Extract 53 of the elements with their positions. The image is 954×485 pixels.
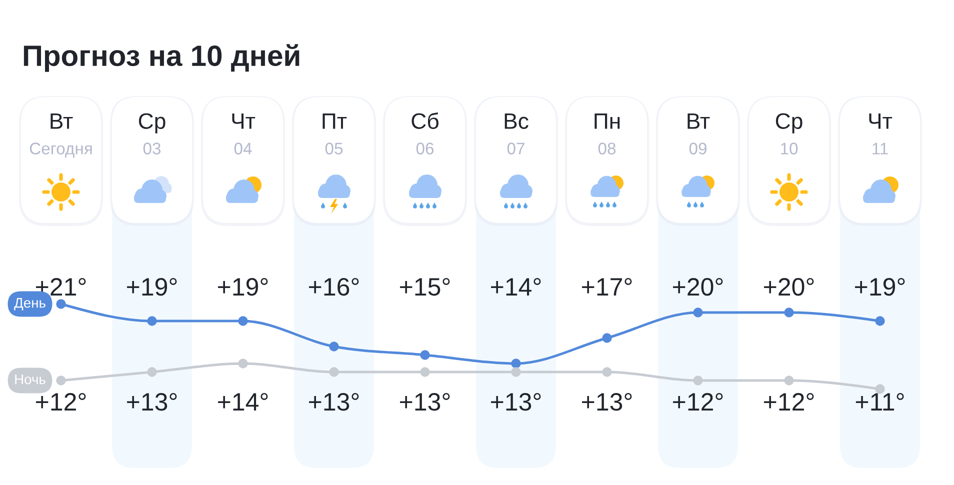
data-label: +12° bbox=[764, 393, 814, 410]
point bbox=[329, 342, 339, 352]
data-label: +13° bbox=[400, 393, 450, 411]
point bbox=[602, 367, 612, 377]
data-label: +17° bbox=[582, 278, 632, 296]
point bbox=[329, 367, 339, 377]
x-tick-label: Пн 08 bbox=[594, 113, 620, 154]
data-label: +13° bbox=[582, 393, 632, 411]
data-label: +20° bbox=[764, 278, 814, 296]
point bbox=[784, 308, 794, 318]
data-label: +19° bbox=[855, 278, 905, 296]
point bbox=[784, 376, 794, 386]
point bbox=[693, 376, 703, 386]
x-tick-label: Вт 09 bbox=[688, 113, 710, 154]
data-label: +11° bbox=[856, 393, 904, 410]
point bbox=[511, 367, 521, 377]
data-label: +20° bbox=[673, 278, 723, 296]
point bbox=[420, 367, 430, 377]
data-label: +14° bbox=[218, 393, 268, 410]
series-label: Ночь bbox=[15, 374, 46, 384]
point bbox=[238, 316, 248, 326]
point bbox=[238, 358, 248, 368]
x-tick-label: Чт 04 bbox=[232, 113, 256, 154]
data-label: +14° bbox=[491, 278, 541, 296]
x-tick-label: Вс 07 bbox=[504, 113, 528, 154]
x-tick-label: Сб 06 bbox=[412, 112, 438, 154]
x-tick-label: Пт 05 bbox=[322, 113, 347, 154]
data-label: +13° bbox=[127, 393, 177, 411]
point bbox=[147, 316, 157, 326]
data-label: +13° bbox=[309, 393, 359, 411]
data-label: +12° bbox=[36, 393, 86, 410]
point bbox=[147, 367, 157, 377]
data-label: +13° bbox=[491, 393, 541, 411]
x-tick-label: Ср 03 bbox=[138, 113, 166, 154]
x-tick-label: Ср 10 bbox=[776, 113, 802, 154]
point bbox=[693, 308, 703, 318]
data-label: +16° bbox=[309, 278, 359, 296]
data-label: +12° bbox=[673, 393, 723, 410]
data-label: +19° bbox=[218, 278, 268, 296]
point bbox=[56, 376, 66, 386]
point bbox=[875, 316, 885, 326]
point bbox=[602, 333, 612, 343]
point bbox=[511, 358, 521, 368]
point bbox=[56, 299, 66, 309]
x-tick-label: Чт 11 bbox=[869, 113, 892, 154]
chart-title: Прогноз на 10 дней bbox=[24, 44, 300, 72]
data-label: +15° bbox=[400, 278, 450, 296]
x-tick-label: Вт Сегодня bbox=[30, 113, 92, 158]
point bbox=[420, 350, 430, 360]
data-label: +19° bbox=[127, 278, 177, 296]
series-label: День bbox=[14, 298, 46, 310]
data-label: +21° bbox=[36, 278, 86, 296]
point bbox=[875, 384, 885, 394]
